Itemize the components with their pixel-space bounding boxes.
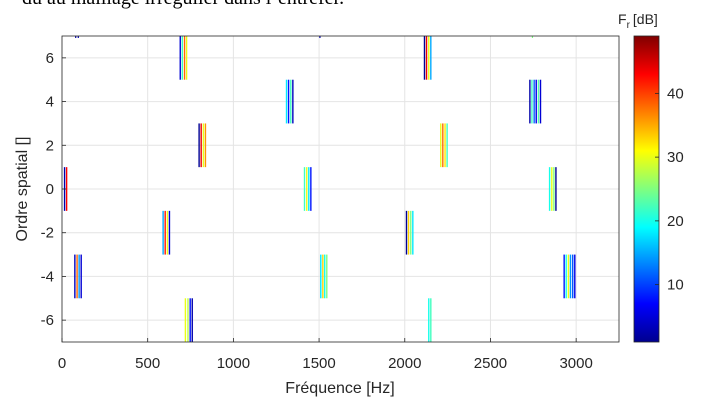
x-tick-label: 0 bbox=[58, 355, 66, 372]
colorbar-label-sub: r bbox=[627, 20, 631, 31]
colorbar-tick-label: 40 bbox=[667, 85, 684, 102]
colorbar-tick-label: 10 bbox=[667, 277, 684, 294]
y-axis-label: Ordre spatial [] bbox=[14, 137, 31, 242]
colorbar-label-main: F bbox=[618, 11, 627, 27]
x-tick-label: 500 bbox=[135, 355, 160, 372]
y-tick-label: -2 bbox=[41, 225, 54, 242]
colorbar-label: Fr [dB] bbox=[618, 11, 658, 31]
y-tick-label: -4 bbox=[41, 268, 54, 285]
colorbar-tick-label: 20 bbox=[667, 213, 684, 230]
x-tick-label: 3000 bbox=[559, 355, 592, 372]
x-tick-label: 1500 bbox=[302, 355, 335, 372]
x-axis-label: Fréquence [Hz] bbox=[285, 380, 394, 397]
frequency-lines bbox=[63, 36, 576, 342]
caption-text: dû au maillage irrégulier dans l’entrefe… bbox=[22, 0, 344, 10]
colorbar-tick-label: 30 bbox=[667, 149, 684, 166]
y-tick-label: 0 bbox=[46, 181, 54, 198]
y-tick-label: 4 bbox=[46, 94, 54, 111]
x-tick-label: 1000 bbox=[217, 355, 250, 372]
y-tick-label: 6 bbox=[46, 50, 54, 67]
colorbar-label-unit: [dB] bbox=[633, 11, 658, 27]
x-tick-label: 2000 bbox=[388, 355, 421, 372]
x-axis-ticks: 0 500 1000 1500 2000 2500 3000 bbox=[58, 338, 593, 372]
x-tick-label: 2500 bbox=[474, 355, 507, 372]
grid-lines bbox=[61, 36, 619, 342]
colorbar bbox=[633, 35, 660, 343]
y-axis-ticks: -6 -4 -2 0 2 4 6 bbox=[41, 50, 66, 329]
colorbar-ticks: 10 20 30 40 bbox=[655, 85, 684, 294]
y-tick-label: -6 bbox=[41, 312, 54, 329]
y-tick-label: 2 bbox=[46, 137, 54, 154]
